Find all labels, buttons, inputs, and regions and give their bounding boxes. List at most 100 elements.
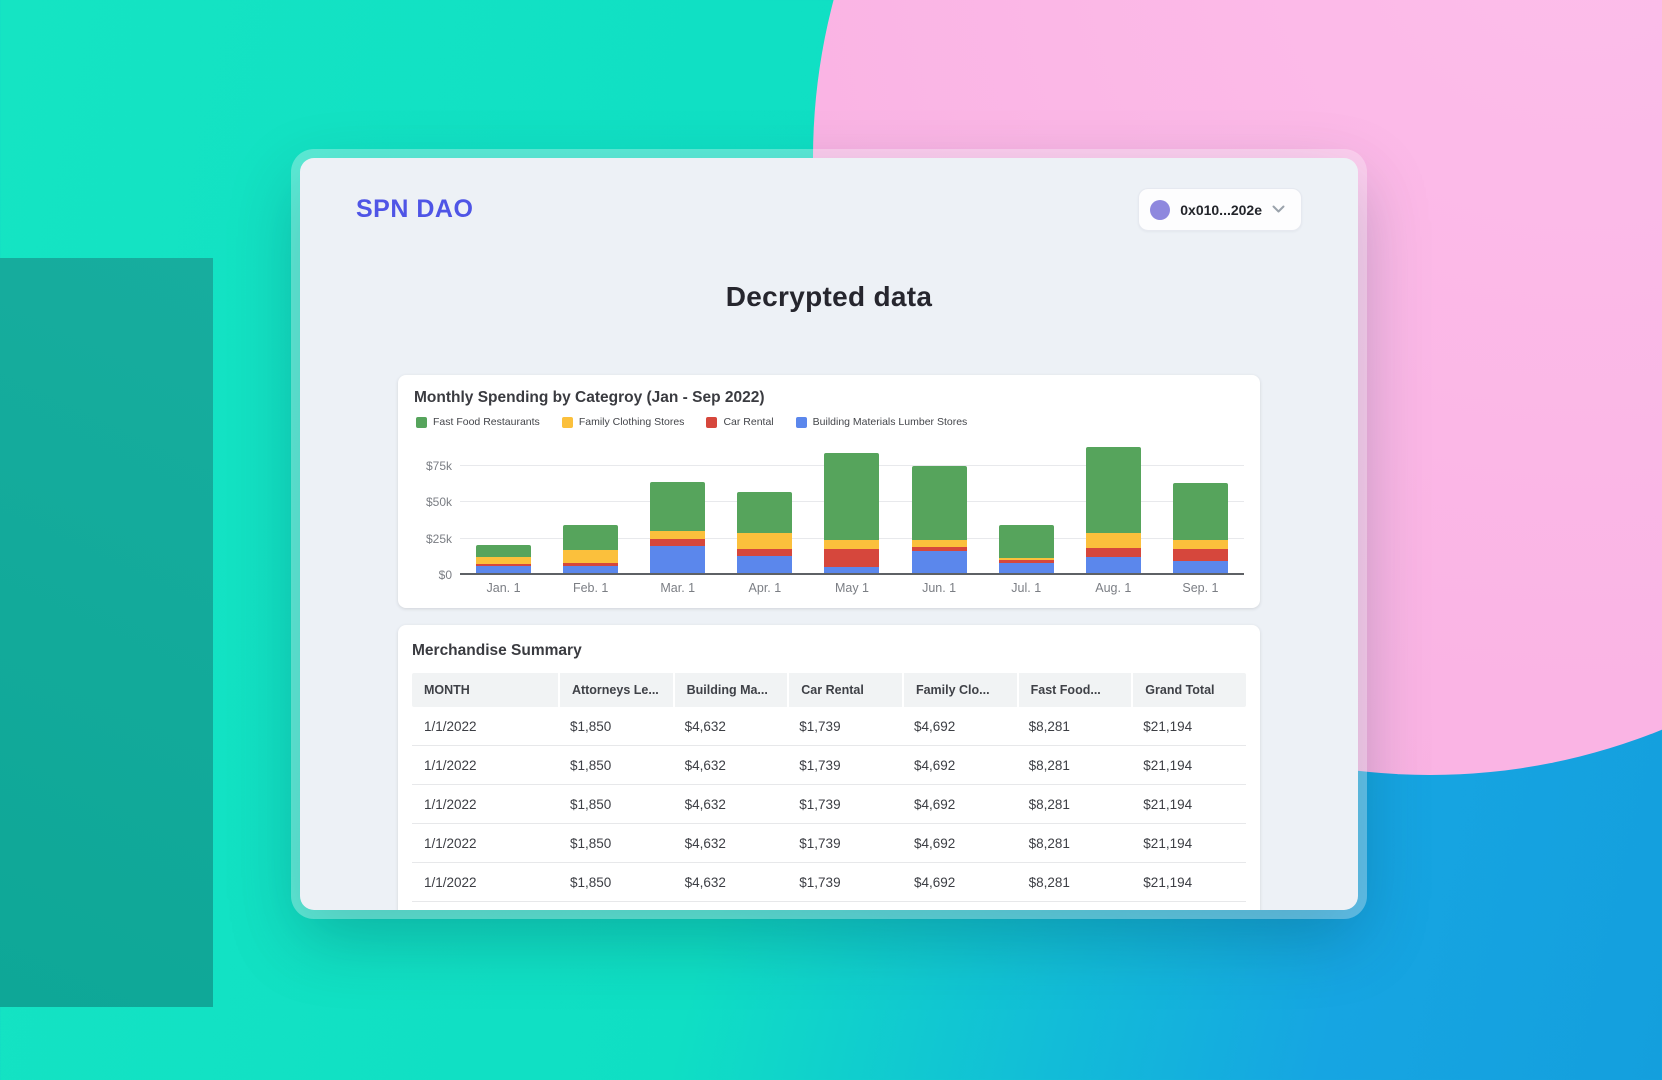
table-cell: $8,281 [1028, 757, 1070, 773]
table-cell: $4,692 [913, 835, 956, 851]
bar-segment[interactable] [563, 563, 619, 566]
bar-segment[interactable] [824, 549, 880, 567]
table-cell: $1,739 [799, 874, 841, 890]
table-cell: 1/1/2022 [424, 757, 477, 773]
legend-swatch-icon [795, 416, 807, 428]
table-row: 1/1/2022 $1,850 $4,632 $1,739 $4,692 $8,281 $2… [412, 863, 1246, 902]
bar-segment[interactable] [476, 564, 532, 566]
table-cell: $21,194 [1143, 796, 1193, 812]
bars-row [460, 438, 1244, 573]
bar-column [634, 438, 721, 573]
stacked-bar[interactable] [1172, 483, 1228, 573]
bar-segment[interactable] [650, 482, 706, 531]
bar-segment[interactable] [476, 566, 532, 573]
legend-label: Fast Food Restaurants [433, 416, 540, 428]
table-cell: $4,632 [684, 835, 726, 851]
bar-segment[interactable] [998, 558, 1054, 560]
table-column-header: MONTH [424, 683, 470, 697]
table-cell: $21,194 [1143, 757, 1193, 773]
gridline [460, 573, 1244, 575]
bar-segment[interactable] [998, 525, 1054, 558]
bar-segment[interactable] [563, 550, 619, 563]
bar-segment[interactable] [1085, 533, 1141, 548]
bar-segment[interactable] [824, 540, 880, 549]
bar-segment[interactable] [650, 531, 706, 539]
table-column-header: Fast Food... [1016, 673, 1132, 707]
bar-segment[interactable] [911, 551, 967, 573]
bar-column [460, 438, 547, 573]
bar-column [808, 438, 895, 573]
bar-segment[interactable] [911, 547, 967, 551]
bar-column [547, 438, 634, 573]
wallet-address-button[interactable]: 0x010...202e [1138, 188, 1302, 231]
table-cell: $4,632 [684, 796, 726, 812]
table-cell: $1,850 [569, 796, 612, 812]
x-axis: Jan. 1 Feb. 1 Mar. 1 Apr. 1 May 1 Jun. 1 Jul. … [460, 581, 1244, 595]
bar-segment[interactable] [476, 545, 532, 557]
legend-item: Building Materials Lumber Stores [795, 416, 968, 428]
spending-chart-card: Monthly Spending by Categroy (Jan - Sep … [398, 375, 1260, 608]
stacked-bar[interactable] [563, 525, 619, 573]
stacked-bar[interactable] [1085, 447, 1141, 573]
table-cell: $1,850 [569, 757, 612, 773]
y-axis: $0 $25k $50k $75k [414, 438, 460, 582]
bar-segment[interactable] [650, 539, 706, 546]
y-axis-tick-label: $25k [425, 532, 452, 546]
bar-segment[interactable] [737, 533, 793, 549]
bar-segment[interactable] [1172, 540, 1228, 549]
bar-segment[interactable] [1172, 483, 1228, 540]
table-cell: 1/1/2022 [424, 874, 477, 890]
chart-title: Monthly Spending by Categroy (Jan - Sep … [414, 389, 765, 406]
stacked-bar[interactable] [737, 492, 793, 573]
bar-segment[interactable] [563, 566, 619, 573]
bar-segment[interactable] [1085, 447, 1141, 533]
table-cell: $4,692 [913, 718, 956, 734]
table-column-header: Attorneys Le... [557, 673, 673, 707]
background-rectangle [0, 258, 213, 1007]
legend-item: Car Rental [706, 416, 774, 428]
bar-segment[interactable] [911, 466, 967, 540]
app-header: SPN DAO 0x010...202e [300, 158, 1358, 231]
table-cell: $21,194 [1143, 718, 1193, 734]
bar-segment[interactable] [563, 525, 619, 550]
bar-segment[interactable] [476, 557, 532, 564]
bar-segment[interactable] [998, 560, 1054, 563]
bar-segment[interactable] [737, 549, 793, 556]
bar-segment[interactable] [1172, 561, 1228, 573]
stacked-bar[interactable] [650, 482, 706, 573]
table-cell: 1/1/2022 [424, 835, 477, 851]
stacked-bar[interactable] [911, 466, 967, 573]
bar-column [721, 438, 808, 573]
stacked-bar[interactable] [824, 453, 880, 573]
stacked-bar[interactable] [476, 545, 532, 573]
legend-label: Building Materials Lumber Stores [812, 416, 968, 428]
table-cell: $4,692 [913, 757, 956, 773]
merchandise-summary-card: Merchandise Summary MONTH Attorneys Le...… [398, 625, 1260, 910]
bar-segment[interactable] [1085, 548, 1141, 557]
bar-segment[interactable] [737, 556, 793, 573]
bar-column [1070, 438, 1157, 573]
bar-segment[interactable] [1172, 549, 1228, 561]
legend-item: Fast Food Restaurants [416, 416, 540, 428]
bar-segment[interactable] [824, 567, 880, 573]
bar-segment[interactable] [737, 492, 793, 533]
table-cell: $21,194 [1143, 835, 1193, 851]
table-cell: $1,850 [569, 835, 612, 851]
table-cell: $1,739 [799, 796, 841, 812]
table-header-row: MONTH Attorneys Le... Building Ma... Car Re… [412, 673, 1246, 707]
legend-swatch-icon [416, 416, 427, 428]
y-axis-tick-label: $0 [438, 568, 452, 582]
table-row: 1/1/2022 $1,850 $4,632 $1,739 $4,692 $8,281 $2… [412, 824, 1246, 863]
bar-segment[interactable] [824, 453, 880, 540]
table-cell: $21,194 [1143, 874, 1193, 890]
table-column-header: Grand Total [1131, 673, 1246, 707]
bar-segment[interactable] [998, 563, 1054, 573]
bar-segment[interactable] [650, 546, 706, 573]
stacked-bar[interactable] [998, 525, 1054, 573]
summary-table: MONTH Attorneys Le... Building Ma... Car Re… [412, 673, 1246, 910]
bar-segment[interactable] [911, 540, 967, 547]
table-title: Merchandise Summary [412, 642, 582, 659]
bar-segment[interactable] [1085, 557, 1141, 573]
x-axis-tick-label: Aug. 1 [1095, 581, 1132, 595]
bar-column [896, 438, 983, 573]
